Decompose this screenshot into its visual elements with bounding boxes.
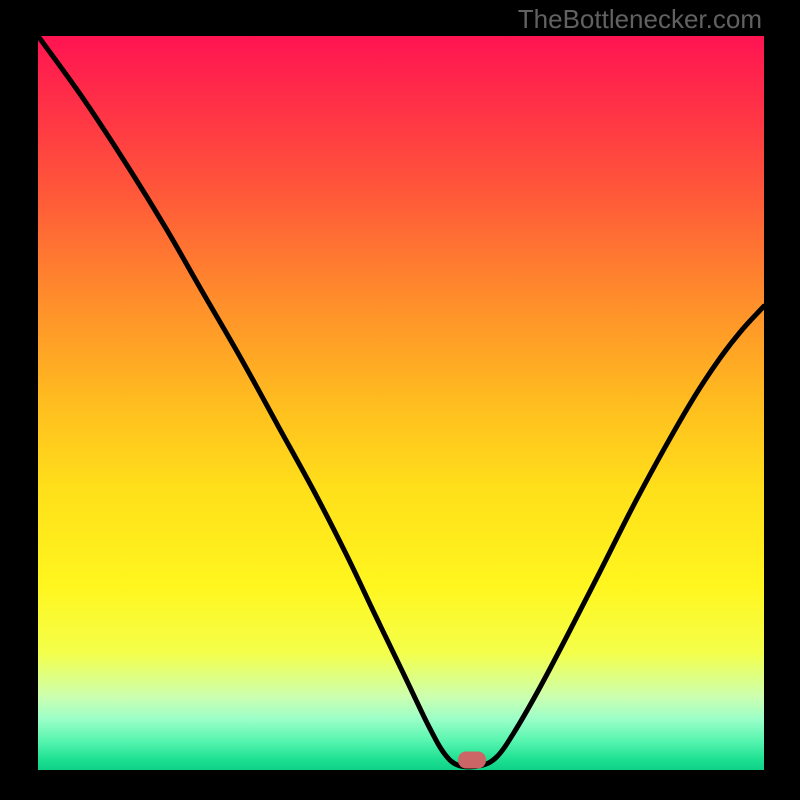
- curve-svg: [38, 36, 764, 770]
- bottleneck-curve: [38, 36, 764, 767]
- optimal-marker: [458, 751, 486, 768]
- watermark-text: TheBottlenecker.com: [518, 4, 762, 35]
